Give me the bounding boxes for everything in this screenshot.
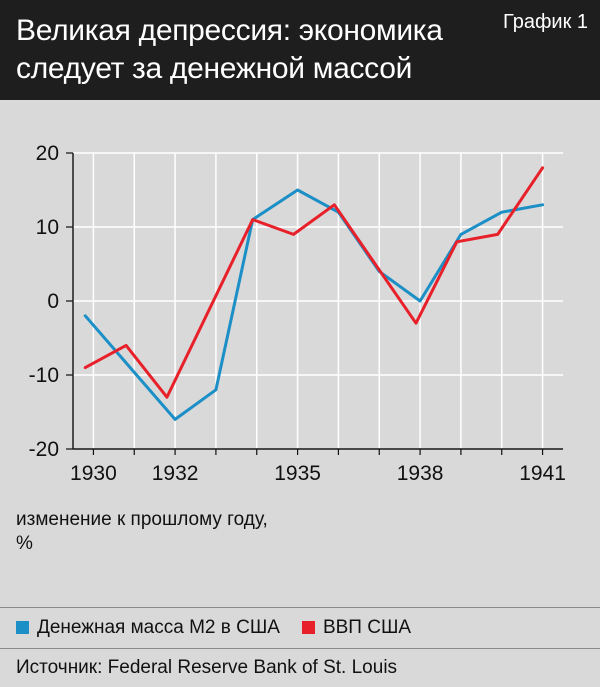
x-tick-label: 1938: [397, 462, 444, 485]
x-tick-label: 1932: [152, 462, 199, 485]
legend-top-divider: [0, 607, 600, 608]
legend-label-m2: Денежная масса М2 в США: [37, 616, 280, 638]
chart-legend: Денежная масса М2 в США ВВП США: [16, 607, 411, 648]
series-layer: [83, 166, 545, 421]
source-top-divider: [0, 648, 600, 649]
x-tick-label: 1930: [70, 462, 117, 485]
label-layer: -20 -10 0 10 20 1930 1932 1935 1938 1941: [29, 142, 566, 485]
x-tick-label: 1935: [274, 462, 321, 485]
y-axis-note-line-1: изменение к прошлому году,: [16, 509, 268, 530]
graph-number-label: График 1: [502, 11, 588, 33]
chart-area: -20 -10 0 10 20 1930 1932 1935 1938 1941: [0, 100, 600, 605]
y-tick-label: -20: [29, 438, 59, 461]
y-tick-label: -10: [29, 364, 59, 387]
chart-title-line-1: Великая депрессия: экономика: [16, 14, 443, 47]
legend-swatch-gdp: [301, 621, 315, 634]
y-axis-note-line-2: %: [16, 533, 33, 554]
chart-header: Великая депрессия: экономика следует за …: [0, 0, 600, 100]
legend-item-m2: Денежная масса М2 в США: [16, 617, 280, 639]
x-tick-label: 1941: [519, 462, 566, 485]
y-axis-note: изменение к прошлому году, %: [16, 508, 268, 556]
chart-title: Великая депрессия: экономика следует за …: [16, 12, 476, 88]
legend-label-gdp: ВВП США: [322, 616, 412, 638]
legend-item-gdp: ВВП США: [301, 616, 412, 639]
source-note: Источник: Federal Reserve Bank of St. Lo…: [16, 656, 398, 678]
series-line-m2: [83, 188, 545, 421]
y-tick-label: 20: [36, 142, 59, 165]
legend-swatch-m2: [16, 621, 29, 634]
axis-layer: [66, 152, 563, 455]
chart-title-line-2: следует за денежной массой: [16, 52, 413, 85]
grid-layer: [73, 152, 563, 450]
y-tick-label: 10: [36, 216, 59, 239]
series-line-gdp: [83, 166, 545, 399]
y-tick-label: 0: [47, 290, 59, 313]
line-chart: -20 -10 0 10 20 1930 1932 1935 1938 1941: [29, 142, 566, 485]
